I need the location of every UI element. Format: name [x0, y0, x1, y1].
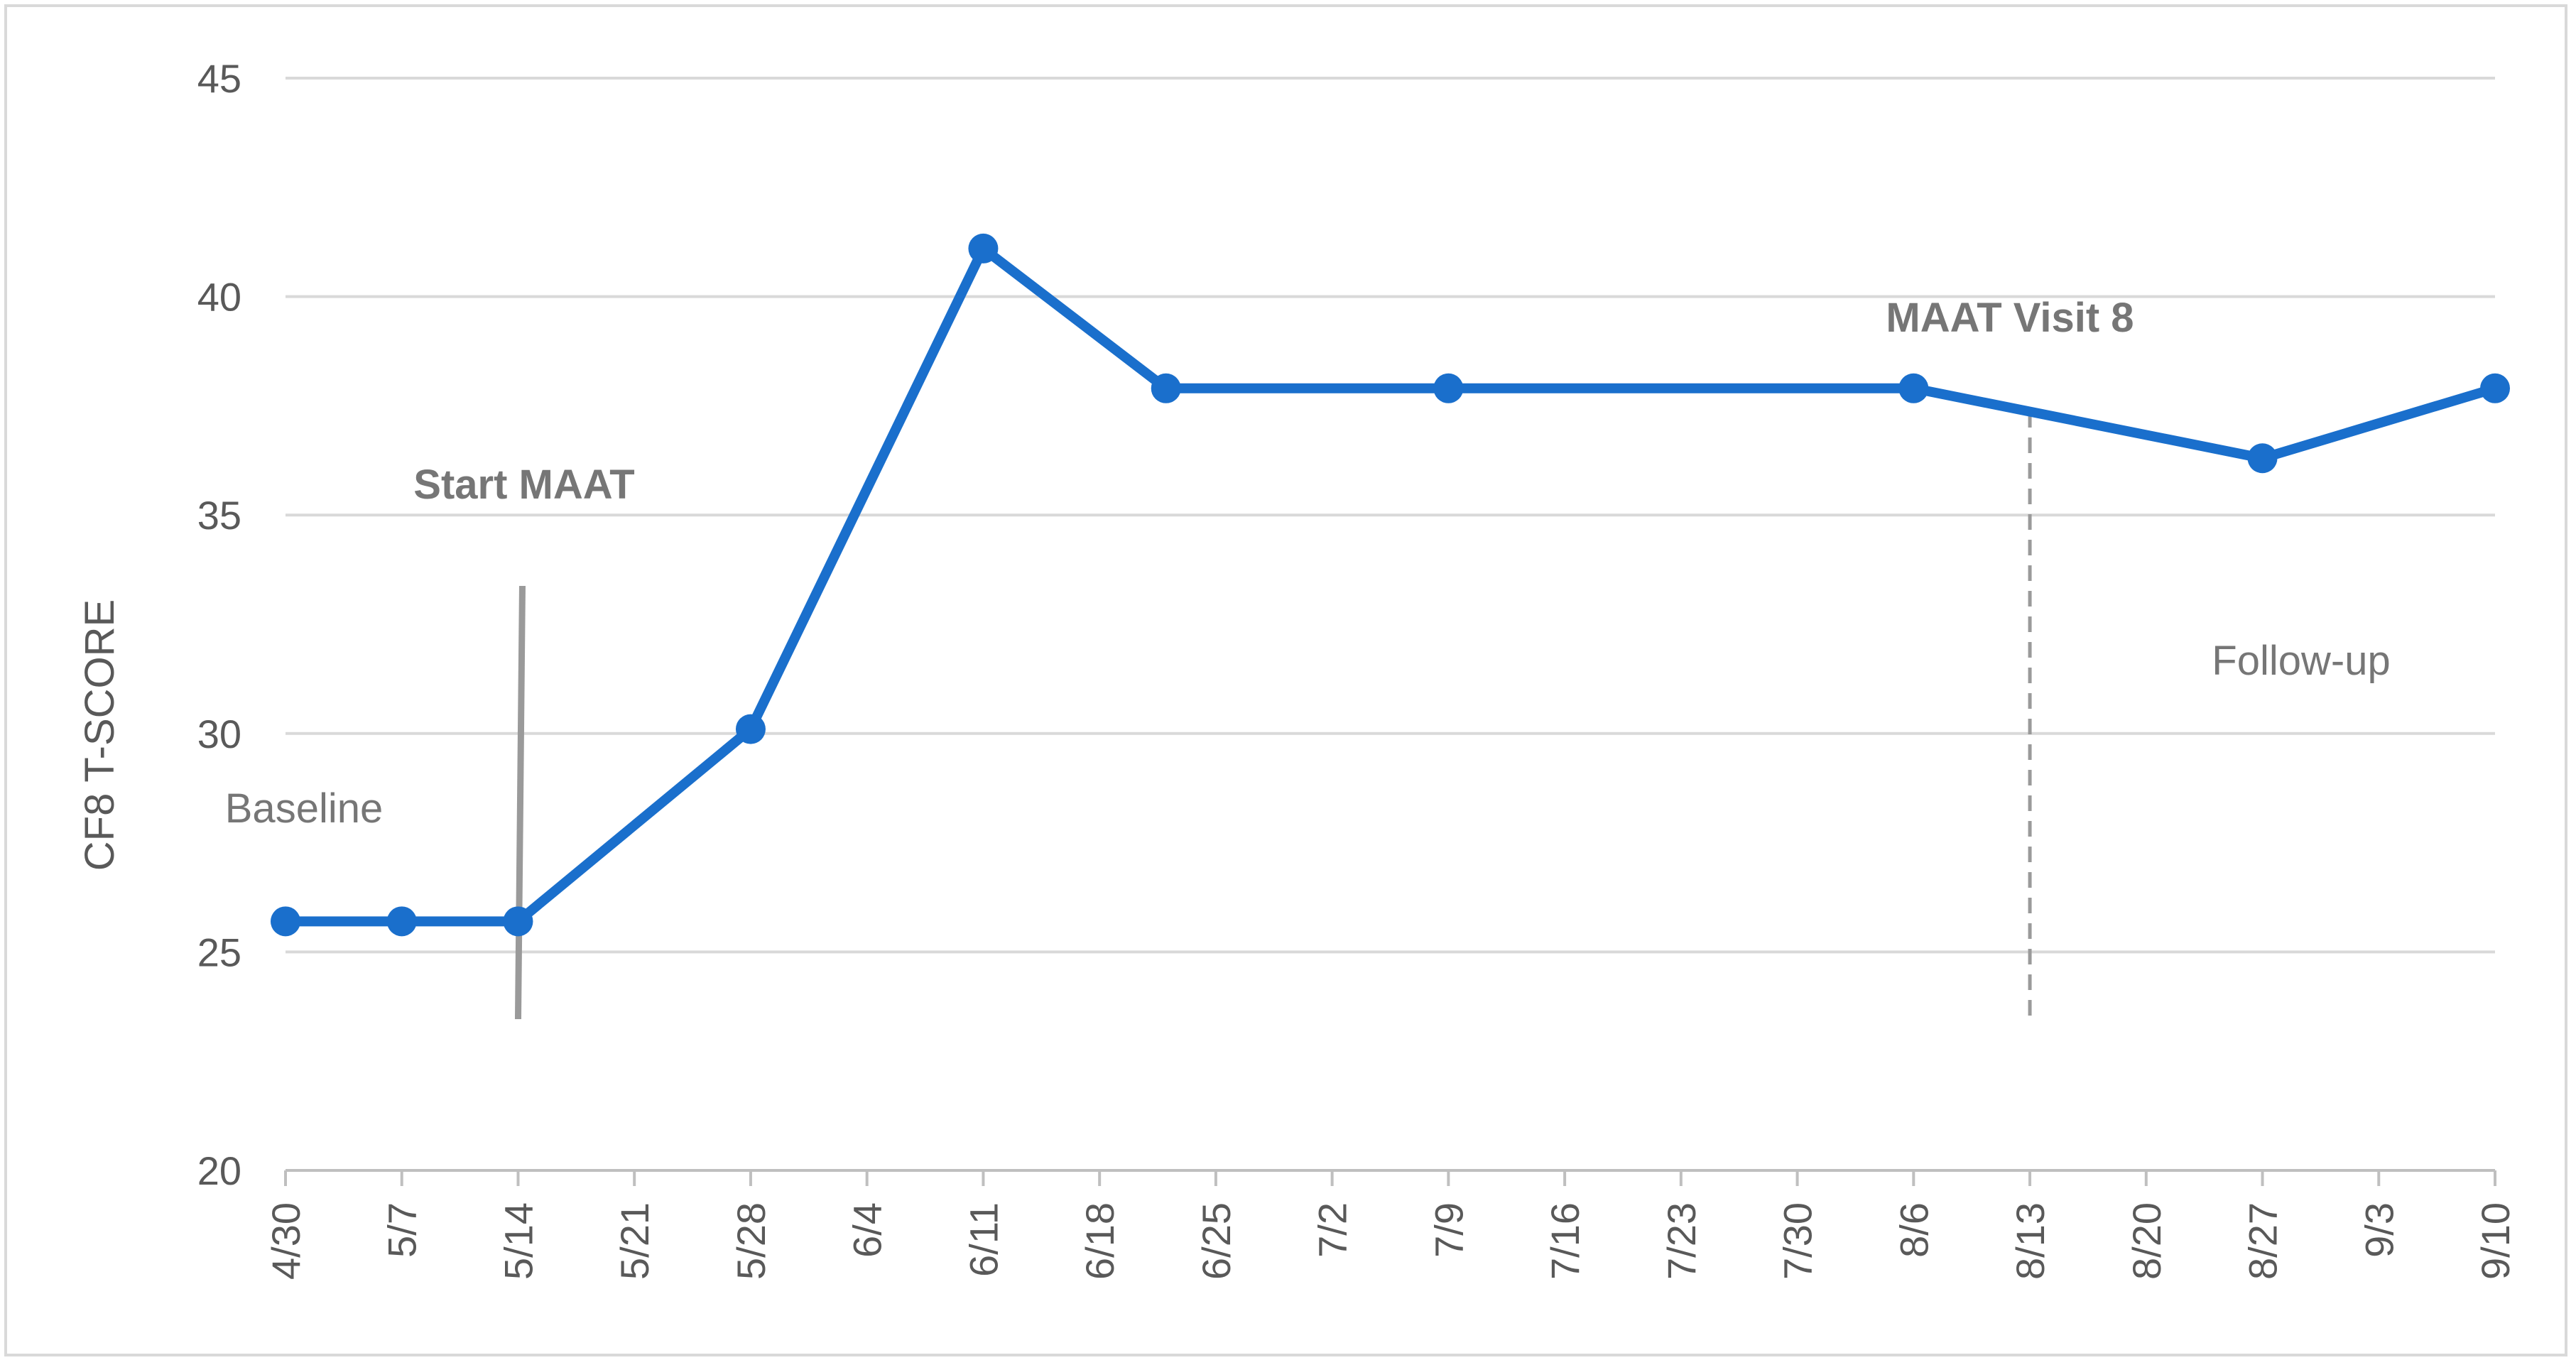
- x-axis: [284, 1169, 2496, 1186]
- y-tick-label: 25: [197, 930, 241, 974]
- data-point: [1898, 373, 1929, 403]
- x-tick-labels: 4/30 5/7 5/14 5/21 5/28 6/4 6/11 6/18 6/25 7/2 7/9…: [263, 1202, 2518, 1280]
- x-tick-label: 5/21: [612, 1202, 657, 1280]
- start-maat-line: [514, 585, 526, 1020]
- y-tick-labels: 20 25 30 35 40 45: [197, 56, 241, 1193]
- x-tick-label: 9/3: [2357, 1202, 2401, 1258]
- gridlines: [286, 77, 2495, 954]
- data-point: [968, 233, 999, 263]
- data-point: [2247, 443, 2278, 474]
- x-tick-label: 7/9: [1426, 1202, 1471, 1258]
- data-point: [2480, 373, 2510, 403]
- data-point: [386, 906, 417, 937]
- data-point: [1151, 373, 1181, 403]
- annotation-start-maat: Start MAAT: [413, 462, 634, 508]
- data-point: [271, 906, 300, 937]
- x-tick-label: 6/4: [845, 1202, 890, 1258]
- x-tick-label: 8/20: [2124, 1202, 2169, 1280]
- annotation-baseline: Baseline: [225, 785, 383, 832]
- x-tick-label: 9/10: [2473, 1202, 2518, 1280]
- x-tick-label: 7/23: [1659, 1202, 1704, 1280]
- x-tick-label: 7/2: [1310, 1202, 1355, 1258]
- y-tick-label: 40: [197, 275, 241, 320]
- series-line: [281, 243, 2500, 927]
- y-tick-label: 30: [197, 712, 241, 756]
- x-tick-label: 8/13: [2008, 1202, 2053, 1280]
- data-point: [1433, 373, 1464, 403]
- annotation-maat-visit-8: MAAT Visit 8: [1886, 295, 2134, 341]
- x-tick-label: 5/7: [380, 1202, 425, 1258]
- phase-marker-lines: [514, 412, 2032, 1020]
- x-tick-label: 5/28: [729, 1202, 773, 1280]
- x-tick-label: 4/30: [263, 1202, 308, 1280]
- y-tick-label: 35: [197, 493, 241, 538]
- y-axis-label: CF8 T-SCORE: [77, 599, 123, 871]
- x-tick-label: 8/27: [2241, 1202, 2286, 1280]
- x-tick-label: 7/30: [1776, 1202, 1820, 1280]
- line-chart: 20 25 30 35 40 45 4/30 5/7 5/14 5/21 5/28 6/4 6/11 6…: [77, 56, 2518, 1280]
- x-tick-label: 6/11: [961, 1202, 1006, 1277]
- chart-frame: 20 25 30 35 40 45 4/30 5/7 5/14 5/21 5/28 6/4 6/11 6…: [4, 4, 2567, 1356]
- x-tick-label: 5/14: [496, 1202, 540, 1280]
- data-point: [735, 714, 766, 744]
- x-tick-label: 8/6: [1891, 1202, 1936, 1258]
- data-point: [503, 906, 533, 937]
- x-tick-label: 6/25: [1194, 1202, 1239, 1280]
- series-group: [271, 233, 2510, 937]
- y-tick-label: 20: [197, 1148, 241, 1193]
- x-tick-label: 7/16: [1543, 1202, 1587, 1280]
- x-tick-label: 6/18: [1077, 1202, 1122, 1280]
- annotation-follow-up: Follow-up: [2212, 638, 2390, 684]
- y-tick-label: 45: [197, 56, 241, 101]
